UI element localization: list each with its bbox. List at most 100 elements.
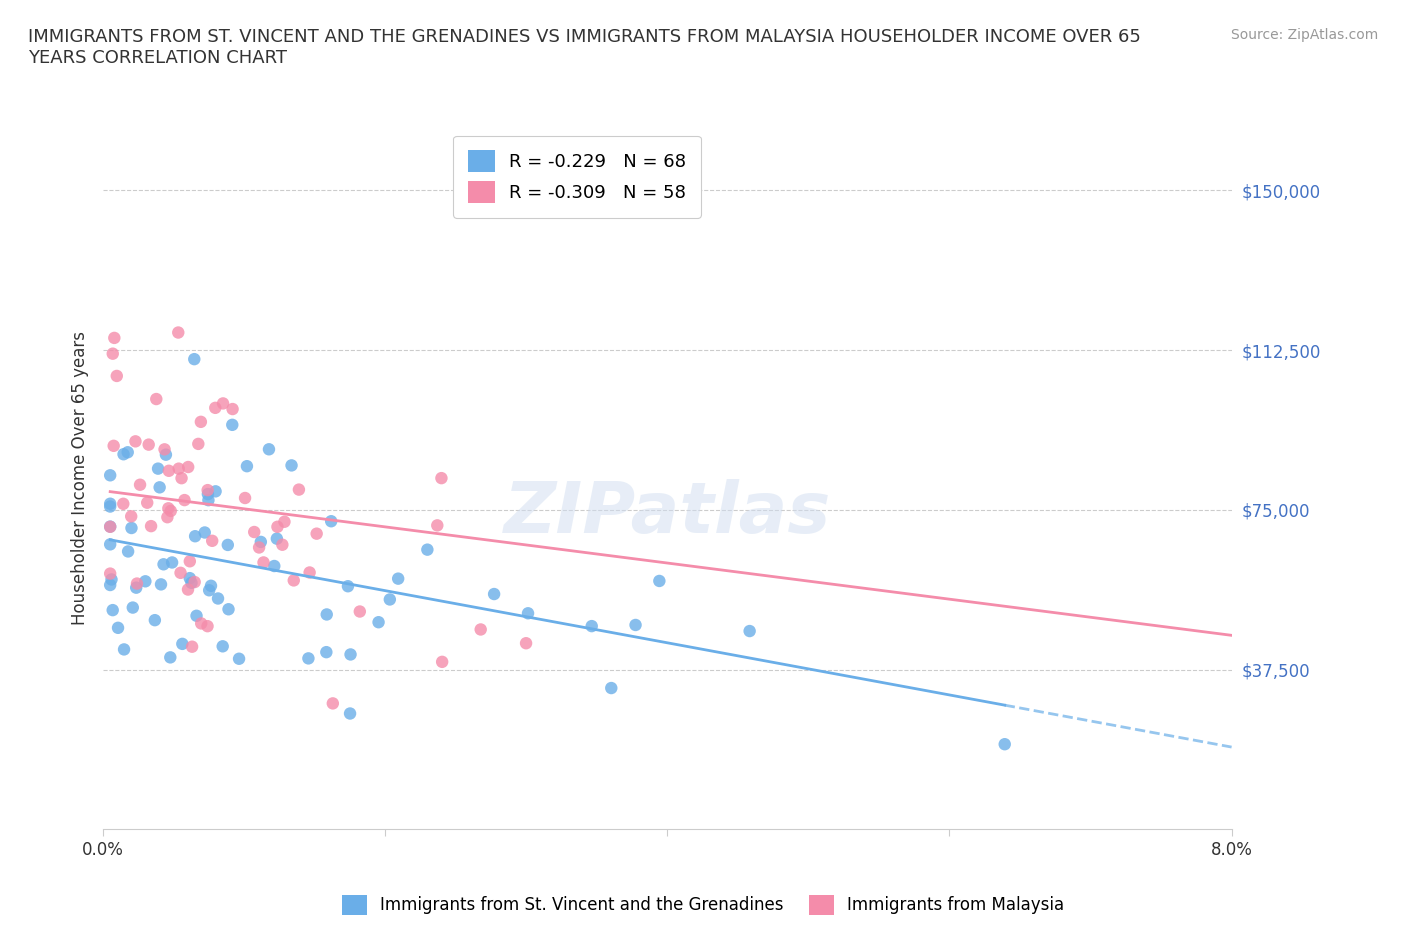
Immigrants from St. Vincent and the Grenadines: [150, 577, 173, 591]
Immigrants from Malaysia: [179, 554, 201, 569]
Immigrants from Malaysia: [105, 368, 128, 383]
Text: Source: ZipAtlas.com: Source: ZipAtlas.com: [1230, 28, 1378, 42]
Immigrants from St. Vincent and the Grenadines: [994, 737, 1017, 751]
Immigrants from Malaysia: [349, 604, 371, 619]
Immigrants from Malaysia: [101, 346, 124, 361]
Immigrants from Malaysia: [173, 493, 195, 508]
Immigrants from Malaysia: [204, 401, 226, 416]
Immigrants from Malaysia: [145, 392, 167, 406]
Immigrants from Malaysia: [159, 503, 181, 518]
Immigrants from St. Vincent and the Grenadines: [250, 535, 273, 550]
Immigrants from St. Vincent and the Grenadines: [112, 446, 135, 461]
Immigrants from Malaysia: [181, 639, 204, 654]
Immigrants from Malaysia: [197, 618, 219, 633]
Immigrants from St. Vincent and the Grenadines: [517, 605, 540, 620]
Immigrants from St. Vincent and the Grenadines: [112, 642, 135, 657]
Immigrants from Malaysia: [112, 497, 135, 512]
Immigrants from St. Vincent and the Grenadines: [204, 484, 226, 498]
Immigrants from Malaysia: [212, 396, 235, 411]
Immigrants from Malaysia: [170, 471, 193, 485]
Immigrants from Malaysia: [98, 519, 121, 534]
Immigrants from St. Vincent and the Grenadines: [648, 574, 671, 589]
Immigrants from Malaysia: [177, 582, 200, 597]
Immigrants from Malaysia: [183, 575, 205, 590]
Immigrants from Malaysia: [169, 565, 191, 580]
Immigrants from Malaysia: [271, 538, 294, 552]
Immigrants from St. Vincent and the Grenadines: [125, 580, 148, 595]
Immigrants from St. Vincent and the Grenadines: [107, 620, 129, 635]
Immigrants from Malaysia: [190, 616, 212, 631]
Immigrants from St. Vincent and the Grenadines: [117, 445, 139, 459]
Immigrants from St. Vincent and the Grenadines: [624, 618, 647, 632]
Immigrants from St. Vincent and the Grenadines: [143, 613, 166, 628]
Immigrants from St. Vincent and the Grenadines: [134, 574, 156, 589]
Immigrants from Malaysia: [430, 655, 453, 670]
Immigrants from St. Vincent and the Grenadines: [159, 650, 181, 665]
Immigrants from St. Vincent and the Grenadines: [183, 352, 205, 366]
Immigrants from Malaysia: [283, 573, 305, 588]
Immigrants from Malaysia: [103, 330, 125, 345]
Immigrants from St. Vincent and the Grenadines: [228, 651, 250, 666]
Immigrants from St. Vincent and the Grenadines: [98, 537, 121, 551]
Immigrants from St. Vincent and the Grenadines: [236, 458, 259, 473]
Immigrants from Malaysia: [630, 192, 652, 206]
Immigrants from Malaysia: [138, 437, 160, 452]
Immigrants from St. Vincent and the Grenadines: [98, 578, 121, 592]
Immigrants from Malaysia: [426, 518, 449, 533]
Immigrants from St. Vincent and the Grenadines: [339, 706, 361, 721]
Immigrants from St. Vincent and the Grenadines: [155, 447, 177, 462]
Immigrants from Malaysia: [266, 519, 288, 534]
Immigrants from St. Vincent and the Grenadines: [416, 542, 439, 557]
Immigrants from Malaysia: [243, 525, 266, 539]
Immigrants from St. Vincent and the Grenadines: [321, 513, 343, 528]
Immigrants from Malaysia: [136, 496, 159, 511]
Immigrants from St. Vincent and the Grenadines: [315, 607, 337, 622]
Immigrants from St. Vincent and the Grenadines: [117, 544, 139, 559]
Immigrants from Malaysia: [430, 471, 453, 485]
Immigrants from Malaysia: [129, 477, 152, 492]
Immigrants from St. Vincent and the Grenadines: [198, 583, 221, 598]
Immigrants from St. Vincent and the Grenadines: [211, 639, 233, 654]
Immigrants from St. Vincent and the Grenadines: [387, 571, 409, 586]
Immigrants from St. Vincent and the Grenadines: [217, 538, 239, 552]
Immigrants from Malaysia: [197, 483, 219, 498]
Immigrants from St. Vincent and the Grenadines: [98, 519, 121, 534]
Immigrants from Malaysia: [139, 519, 162, 534]
Immigrants from St. Vincent and the Grenadines: [266, 531, 288, 546]
Legend: Immigrants from St. Vincent and the Grenadines, Immigrants from Malaysia: Immigrants from St. Vincent and the Gren…: [335, 888, 1071, 922]
Immigrants from Malaysia: [156, 510, 179, 525]
Immigrants from Malaysia: [125, 576, 148, 591]
Immigrants from Malaysia: [187, 436, 209, 451]
Immigrants from Malaysia: [322, 696, 344, 711]
Immigrants from St. Vincent and the Grenadines: [197, 493, 219, 508]
Immigrants from Malaysia: [153, 442, 176, 457]
Immigrants from Malaysia: [288, 482, 311, 497]
Immigrants from Malaysia: [247, 540, 270, 555]
Immigrants from Malaysia: [201, 534, 224, 549]
Immigrants from St. Vincent and the Grenadines: [336, 578, 359, 593]
Immigrants from Malaysia: [98, 566, 121, 581]
Immigrants from St. Vincent and the Grenadines: [200, 578, 222, 593]
Immigrants from St. Vincent and the Grenadines: [184, 529, 207, 544]
Immigrants from Malaysia: [252, 555, 274, 570]
Immigrants from St. Vincent and the Grenadines: [121, 521, 143, 536]
Immigrants from St. Vincent and the Grenadines: [581, 618, 603, 633]
Y-axis label: Householder Income Over 65 years: Householder Income Over 65 years: [72, 331, 89, 625]
Immigrants from Malaysia: [124, 434, 146, 449]
Immigrants from Malaysia: [103, 438, 125, 453]
Immigrants from Malaysia: [157, 501, 180, 516]
Immigrants from Malaysia: [298, 565, 321, 580]
Immigrants from St. Vincent and the Grenadines: [100, 572, 122, 587]
Text: ZIPatlas: ZIPatlas: [503, 479, 831, 548]
Immigrants from St. Vincent and the Grenadines: [207, 591, 229, 606]
Immigrants from St. Vincent and the Grenadines: [160, 555, 183, 570]
Immigrants from St. Vincent and the Grenadines: [339, 647, 361, 662]
Immigrants from St. Vincent and the Grenadines: [738, 624, 761, 639]
Immigrants from St. Vincent and the Grenadines: [600, 681, 623, 696]
Immigrants from Malaysia: [515, 636, 537, 651]
Immigrants from St. Vincent and the Grenadines: [186, 608, 208, 623]
Immigrants from Malaysia: [177, 459, 200, 474]
Immigrants from Malaysia: [190, 415, 212, 430]
Immigrants from St. Vincent and the Grenadines: [315, 644, 337, 659]
Immigrants from Malaysia: [221, 402, 243, 417]
